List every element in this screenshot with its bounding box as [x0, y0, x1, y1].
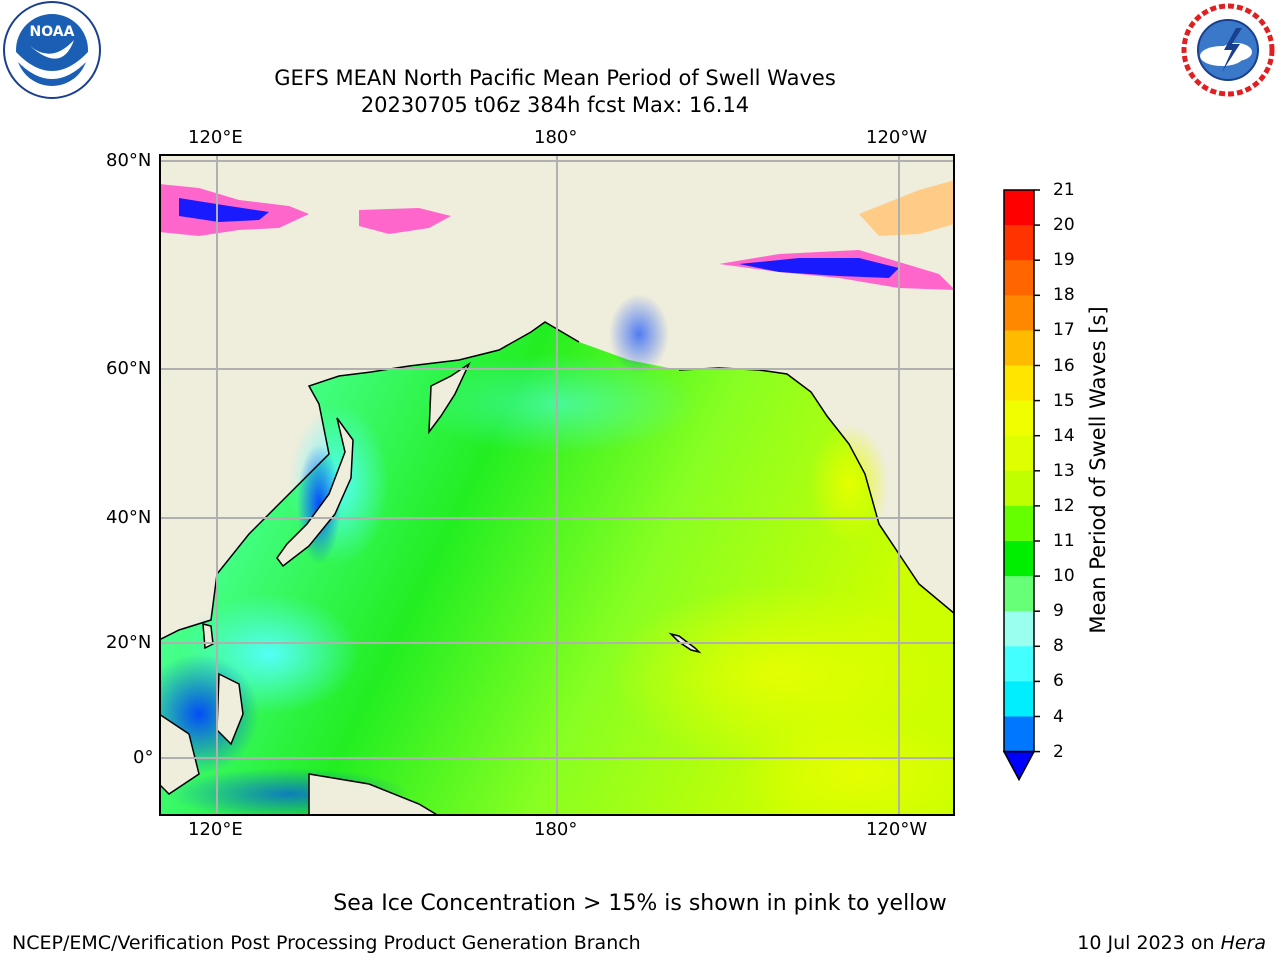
- colorbar-tick-label: 17: [1053, 320, 1075, 341]
- lat-label-80n: 80°N: [106, 150, 152, 171]
- swell-high-region-coast: [809, 424, 889, 544]
- colorbar-tick-label: 15: [1053, 390, 1075, 411]
- chart-subtitle: 20230705 t06z 384h fcst Max: 16.14: [360, 93, 750, 117]
- colorbar-segment: [1004, 505, 1034, 542]
- colorbar-segment: [1004, 330, 1034, 366]
- colorbar-segment: [1004, 541, 1034, 577]
- colorbar-segment: [1004, 435, 1034, 472]
- coastline-japan: [276, 417, 354, 568]
- footer-machine: Hera: [1220, 932, 1266, 954]
- colorbar-extend-arrow: [1002, 750, 1036, 782]
- map-panel: [139, 154, 979, 834]
- colorbar-svg: [1002, 189, 1040, 782]
- colorbar-tick-label: 18: [1053, 285, 1075, 306]
- footer-date: 10 Jul 2023 on Hera: [1077, 932, 1266, 954]
- sea-ice-band-northeast: [859, 180, 955, 236]
- lon-label-top-120e: 120°E: [188, 127, 243, 148]
- colorbar-segment: [1004, 365, 1034, 402]
- coastline-asia: [158, 321, 580, 641]
- colorbar-tick-label: 2: [1053, 741, 1064, 762]
- sea-ice-core-west: [179, 198, 269, 222]
- sea-ice-band-central: [359, 208, 451, 234]
- colorbar-tick-label: 19: [1053, 250, 1075, 271]
- map-frame: [159, 154, 955, 816]
- sea-ice-core-east: [739, 258, 899, 278]
- swell-low-region-north: [419, 354, 699, 454]
- colorbar-segment: [1004, 470, 1034, 507]
- coastline-kamchatka: [428, 361, 471, 435]
- colorbar-segment: [1004, 190, 1034, 226]
- colorbar-tick-label: 13: [1053, 460, 1075, 481]
- colorbar-segment: [1004, 716, 1034, 753]
- colorbar-segment: [1004, 225, 1034, 261]
- coastline-taiwan: [202, 623, 214, 650]
- colorbar-tick-label: 14: [1053, 425, 1075, 446]
- colorbar-tick-label: 11: [1053, 531, 1075, 551]
- colorbar-tick-label: 9: [1053, 601, 1064, 622]
- colorbar-tick-label: 21: [1053, 180, 1075, 200]
- footer-date-text: 10 Jul 2023 on: [1077, 932, 1221, 954]
- noaa-logo: NOAA: [2, 0, 102, 100]
- sea-ice-note: Sea Ice Concentration > 15% is shown in …: [333, 891, 947, 916]
- lat-label-20n: 20°N: [106, 632, 152, 653]
- lon-label-top-120w: 120°W: [866, 127, 928, 148]
- svg-text:NOAA: NOAA: [30, 24, 75, 40]
- lon-label-top-180: 180°: [534, 127, 578, 148]
- colorbar-segment: [1004, 295, 1034, 331]
- colorbar-segment: [1004, 681, 1034, 717]
- chart-title: GEFS MEAN North Pacific Mean Period of S…: [274, 66, 836, 90]
- colorbar-segment: [1004, 400, 1034, 437]
- colorbar-tick-label: 20: [1053, 215, 1075, 236]
- colorbar: [1000, 186, 1060, 786]
- colorbar-tick-label: 4: [1053, 706, 1064, 727]
- map-svg: [139, 154, 979, 834]
- colorbar-tick-label: 6: [1053, 671, 1064, 692]
- swell-very-low-region-bering: [609, 294, 669, 374]
- nws-logo: [1178, 0, 1278, 100]
- colorbar-tick-label: 12: [1053, 495, 1075, 516]
- colorbar-segment: [1004, 260, 1034, 296]
- lat-label-40n: 40°N: [106, 507, 152, 528]
- coastline-new-guinea: [308, 773, 442, 817]
- lon-label-bottom-120w: 120°W: [866, 819, 928, 840]
- lat-label-60n: 60°N: [106, 358, 152, 379]
- swell-high-region-south: [739, 714, 979, 834]
- colorbar-tick-label: 8: [1053, 636, 1064, 657]
- colorbar-tick-label: 16: [1053, 355, 1075, 376]
- footer-source: NCEP/EMC/Verification Post Processing Pr…: [12, 932, 641, 954]
- colorbar-label-text: Mean Period of Swell Waves [s]: [1086, 306, 1110, 634]
- lon-label-bottom-180: 180°: [534, 819, 578, 840]
- colorbar-tick-label: 10: [1053, 566, 1075, 587]
- colorbar-segment: [1004, 611, 1034, 647]
- lat-label-0: 0°: [133, 747, 154, 768]
- colorbar-segment: [1004, 646, 1034, 682]
- colorbar-segment: [1004, 576, 1034, 612]
- lon-label-bottom-120e: 120°E: [188, 819, 243, 840]
